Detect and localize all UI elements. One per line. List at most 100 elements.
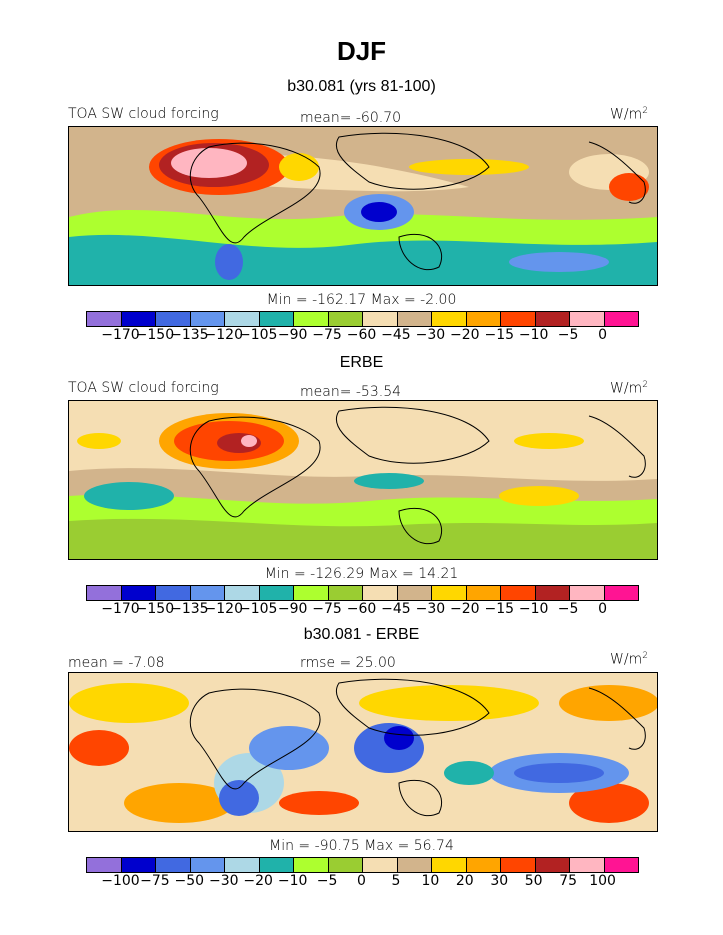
colorbar-swatch: [363, 312, 398, 326]
colorbar-tick-label: −30: [415, 327, 446, 343]
colorbar-tick-label: −100: [101, 873, 140, 889]
panel-heading: ERBE: [339, 354, 384, 371]
coastline: [335, 132, 490, 190]
colorbar: [86, 585, 639, 601]
minmax-label: Min = -90.75 Max = 56.74: [269, 838, 454, 854]
contour-region: [569, 783, 649, 823]
colorbar-swatch: [570, 858, 605, 872]
colorbar-swatch: [570, 312, 605, 326]
colorbar-swatch: [121, 586, 156, 600]
contour-region: [219, 780, 259, 816]
panel-units: W/m2: [610, 106, 648, 123]
colorbar-tick-label: −5: [557, 601, 579, 617]
coastline: [335, 406, 490, 464]
colorbar-tick-label: −20: [243, 873, 273, 889]
contour-region: [409, 159, 529, 175]
colorbar-swatch: [225, 858, 260, 872]
colorbar-swatch: [156, 586, 191, 600]
map-svg: [69, 673, 657, 831]
colorbar-swatch: [604, 586, 638, 600]
colorbar-tick-label: 0: [598, 327, 608, 343]
colorbar-tick-label: −135: [170, 327, 209, 343]
contour-region: [559, 685, 657, 721]
colorbar-tick-label: −105: [238, 327, 278, 343]
minmax-label: Min = -126.29 Max = 14.21: [264, 566, 459, 582]
colorbar-swatch: [87, 586, 122, 600]
contour-region: [354, 473, 424, 489]
colorbar-swatch: [121, 312, 156, 326]
panel-left-label: TOA SW cloud forcing: [68, 106, 219, 122]
colorbar-tick-label: −50: [174, 873, 205, 889]
colorbar-tick-label: −20: [450, 601, 480, 617]
panel-units: W/m2: [610, 651, 648, 668]
colorbar-swatch: [190, 586, 225, 600]
colorbar-swatch: [225, 586, 260, 600]
contour-region: [609, 173, 649, 201]
colorbar-swatch: [363, 858, 398, 872]
contour-region: [359, 685, 539, 721]
contour-region: [514, 763, 604, 783]
panel-left-label: TOA SW cloud forcing: [68, 380, 219, 396]
contour-map: [68, 126, 658, 286]
panel-units: W/m2: [610, 380, 648, 397]
coastline: [588, 141, 646, 204]
colorbar-tick-label: 0: [357, 873, 366, 889]
colorbar-tick-label: −135: [170, 601, 209, 617]
contour-region: [241, 435, 257, 447]
contour-region: [84, 482, 174, 510]
contour-region: [69, 730, 129, 766]
colorbar-tick-label: −90: [277, 601, 308, 617]
contour-region: [514, 433, 584, 449]
colorbar-tick-label: −90: [277, 327, 308, 343]
contour-region: [69, 234, 657, 285]
contour-region: [444, 761, 494, 785]
contour-region: [69, 683, 189, 723]
colorbar-swatch: [225, 312, 260, 326]
colorbar-swatch: [466, 586, 501, 600]
contour-region: [249, 726, 329, 770]
colorbar-tick-label: −105: [238, 601, 278, 617]
colorbar-tick-label: −5: [557, 327, 579, 343]
colorbar-swatch: [156, 312, 191, 326]
colorbar-tick-label: −5: [316, 873, 338, 889]
contour-region: [279, 791, 359, 815]
colorbar-tick-label: −45: [381, 327, 411, 343]
colorbar-tick-label: −150: [135, 327, 175, 343]
colorbar-swatch: [294, 858, 329, 872]
colorbar-swatch: [328, 858, 363, 872]
colorbar-tick-label: 5: [391, 873, 401, 889]
coastline: [398, 507, 443, 545]
colorbar-tick-label: −30: [208, 873, 239, 889]
contour-region: [124, 783, 234, 823]
coastline: [588, 687, 646, 750]
page-subtitle: b30.081 (yrs 81-100): [287, 78, 436, 95]
colorbar-tick-label: 100: [589, 873, 616, 889]
colorbar-tick-label: −15: [484, 327, 515, 343]
colorbar: [86, 857, 639, 873]
colorbar-tick-label: −45: [381, 601, 411, 617]
colorbar-swatch: [570, 586, 605, 600]
colorbar-tick-label: −75: [312, 327, 342, 343]
coastline: [189, 416, 321, 518]
colorbar: [86, 311, 639, 327]
colorbar-swatch: [432, 858, 467, 872]
contour-region: [509, 252, 609, 272]
colorbar-swatch: [363, 586, 398, 600]
colorbar-tick-label: −75: [312, 601, 342, 617]
colorbar-swatch: [604, 858, 638, 872]
colorbar-tick-label: −75: [140, 873, 170, 889]
colorbar-tick-label: 20: [455, 873, 474, 889]
colorbar-tick-label: −10: [518, 327, 549, 343]
map-svg: [69, 127, 657, 285]
colorbar-tick-label: −150: [135, 601, 175, 617]
contour-region: [215, 244, 243, 280]
contour-region: [77, 433, 121, 449]
contour-region: [279, 153, 319, 181]
colorbar-tick-label: −120: [204, 327, 243, 343]
panel-heading: b30.081 - ERBE: [303, 626, 420, 643]
coastline: [588, 415, 646, 478]
colorbar-swatch: [397, 858, 432, 872]
colorbar-swatch: [604, 312, 638, 326]
colorbar-swatch: [535, 858, 570, 872]
colorbar-tick-label: −20: [450, 327, 480, 343]
